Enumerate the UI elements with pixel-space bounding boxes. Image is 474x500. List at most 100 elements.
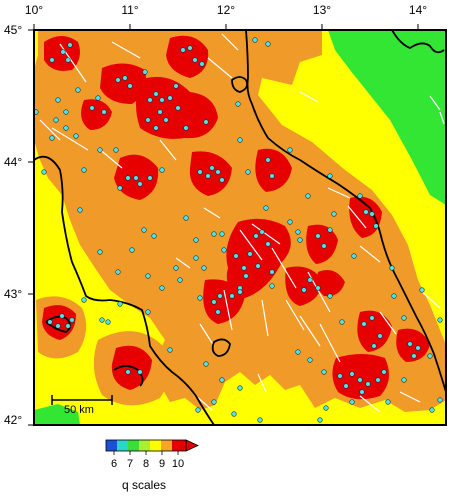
fault-line (39, 119, 61, 141)
station-marker (221, 247, 227, 253)
station-marker (142, 69, 148, 75)
station-marker (317, 417, 323, 423)
station-marker (47, 319, 53, 325)
station-marker (211, 299, 217, 305)
station-marker (437, 317, 443, 323)
colorbar (105, 439, 199, 455)
station-marker (321, 243, 327, 249)
station-marker (159, 97, 165, 103)
station-marker (65, 57, 71, 63)
station-marker (151, 233, 157, 239)
station-marker (60, 49, 66, 55)
station-marker (237, 137, 243, 143)
station-marker (243, 273, 249, 279)
colorbar-seg (139, 440, 150, 451)
lat-tick-label: 44° (4, 155, 23, 169)
station-marker (203, 119, 209, 125)
lon-tick-label: 13° (312, 3, 332, 17)
station-marker (97, 147, 103, 153)
fault-line (159, 139, 177, 161)
station-marker (115, 269, 121, 275)
station-marker (391, 293, 397, 299)
zone-q10 (255, 148, 292, 192)
lon-tick-label: 12° (216, 3, 236, 17)
station-marker (145, 273, 151, 279)
station-marker (127, 83, 133, 89)
station-marker (81, 297, 87, 303)
station-marker (115, 77, 121, 83)
station-marker (117, 301, 123, 307)
station-marker (305, 193, 311, 199)
station-marker (105, 319, 111, 325)
station-marker (199, 61, 205, 67)
zone-q7-northeast (328, 30, 446, 205)
coastline-venice (391, 30, 445, 54)
station-marker (265, 41, 271, 47)
station-marker (211, 399, 217, 405)
station-marker (297, 237, 303, 243)
station-marker (97, 249, 103, 255)
station-marker (211, 231, 217, 237)
coastline-south (113, 365, 144, 387)
station-marker (209, 165, 215, 171)
zone-q7-southwest (34, 404, 80, 425)
station-marker (153, 91, 159, 97)
station-marker (145, 309, 151, 315)
colorbar-seg (172, 440, 186, 451)
fault-line (251, 223, 281, 245)
station-marker (153, 125, 159, 131)
station-marker (377, 333, 383, 339)
scale-bar (51, 395, 113, 405)
fault-line (299, 91, 319, 103)
station-marker (349, 371, 355, 377)
scale-bar-label: 50 km (64, 404, 94, 416)
station-marker (49, 57, 55, 63)
station-marker (295, 349, 301, 355)
fault-line (327, 187, 351, 199)
station-marker (219, 231, 225, 237)
station-marker (125, 175, 131, 181)
map-frame (33, 29, 447, 426)
zone-q10 (189, 151, 232, 196)
zone-q10 (203, 279, 245, 324)
station-marker (255, 263, 261, 269)
station-marker (81, 167, 87, 173)
station-marker (429, 407, 435, 413)
station-marker (229, 293, 235, 299)
station-marker (159, 285, 165, 291)
station-marker (257, 417, 263, 423)
station-marker (215, 309, 221, 315)
station-marker (237, 289, 243, 295)
colorbar-seg (128, 440, 139, 451)
colorbar-title: q scales (121, 478, 167, 492)
station-marker (385, 399, 391, 405)
station-marker (241, 265, 247, 271)
colorbar-seg (117, 440, 128, 451)
station-marker (192, 57, 198, 63)
station-marker (307, 277, 313, 283)
zone-q10 (285, 266, 322, 306)
frame-ticks (28, 24, 419, 426)
station-marker (197, 295, 203, 301)
station-marker (315, 285, 321, 291)
fault-line (347, 205, 367, 229)
zone-q10 (396, 328, 430, 362)
lon-tick-label: 14° (408, 3, 428, 17)
colorbar-tick-label: 8 (142, 458, 150, 470)
station-marker (323, 405, 329, 411)
station-marker (163, 117, 169, 123)
colorbar-tick-label: 10 (171, 458, 185, 470)
fault-line (359, 245, 381, 263)
station-marker (63, 125, 69, 131)
station-marker (219, 377, 225, 383)
station-marker (253, 233, 259, 239)
station-marker (180, 47, 186, 53)
fault-line (261, 299, 269, 337)
colorbar-seg (161, 440, 172, 451)
station-marker (343, 383, 349, 389)
station-marker (419, 287, 425, 293)
station-marker (159, 167, 165, 173)
station-marker (147, 97, 153, 103)
stations-layer (33, 37, 443, 423)
